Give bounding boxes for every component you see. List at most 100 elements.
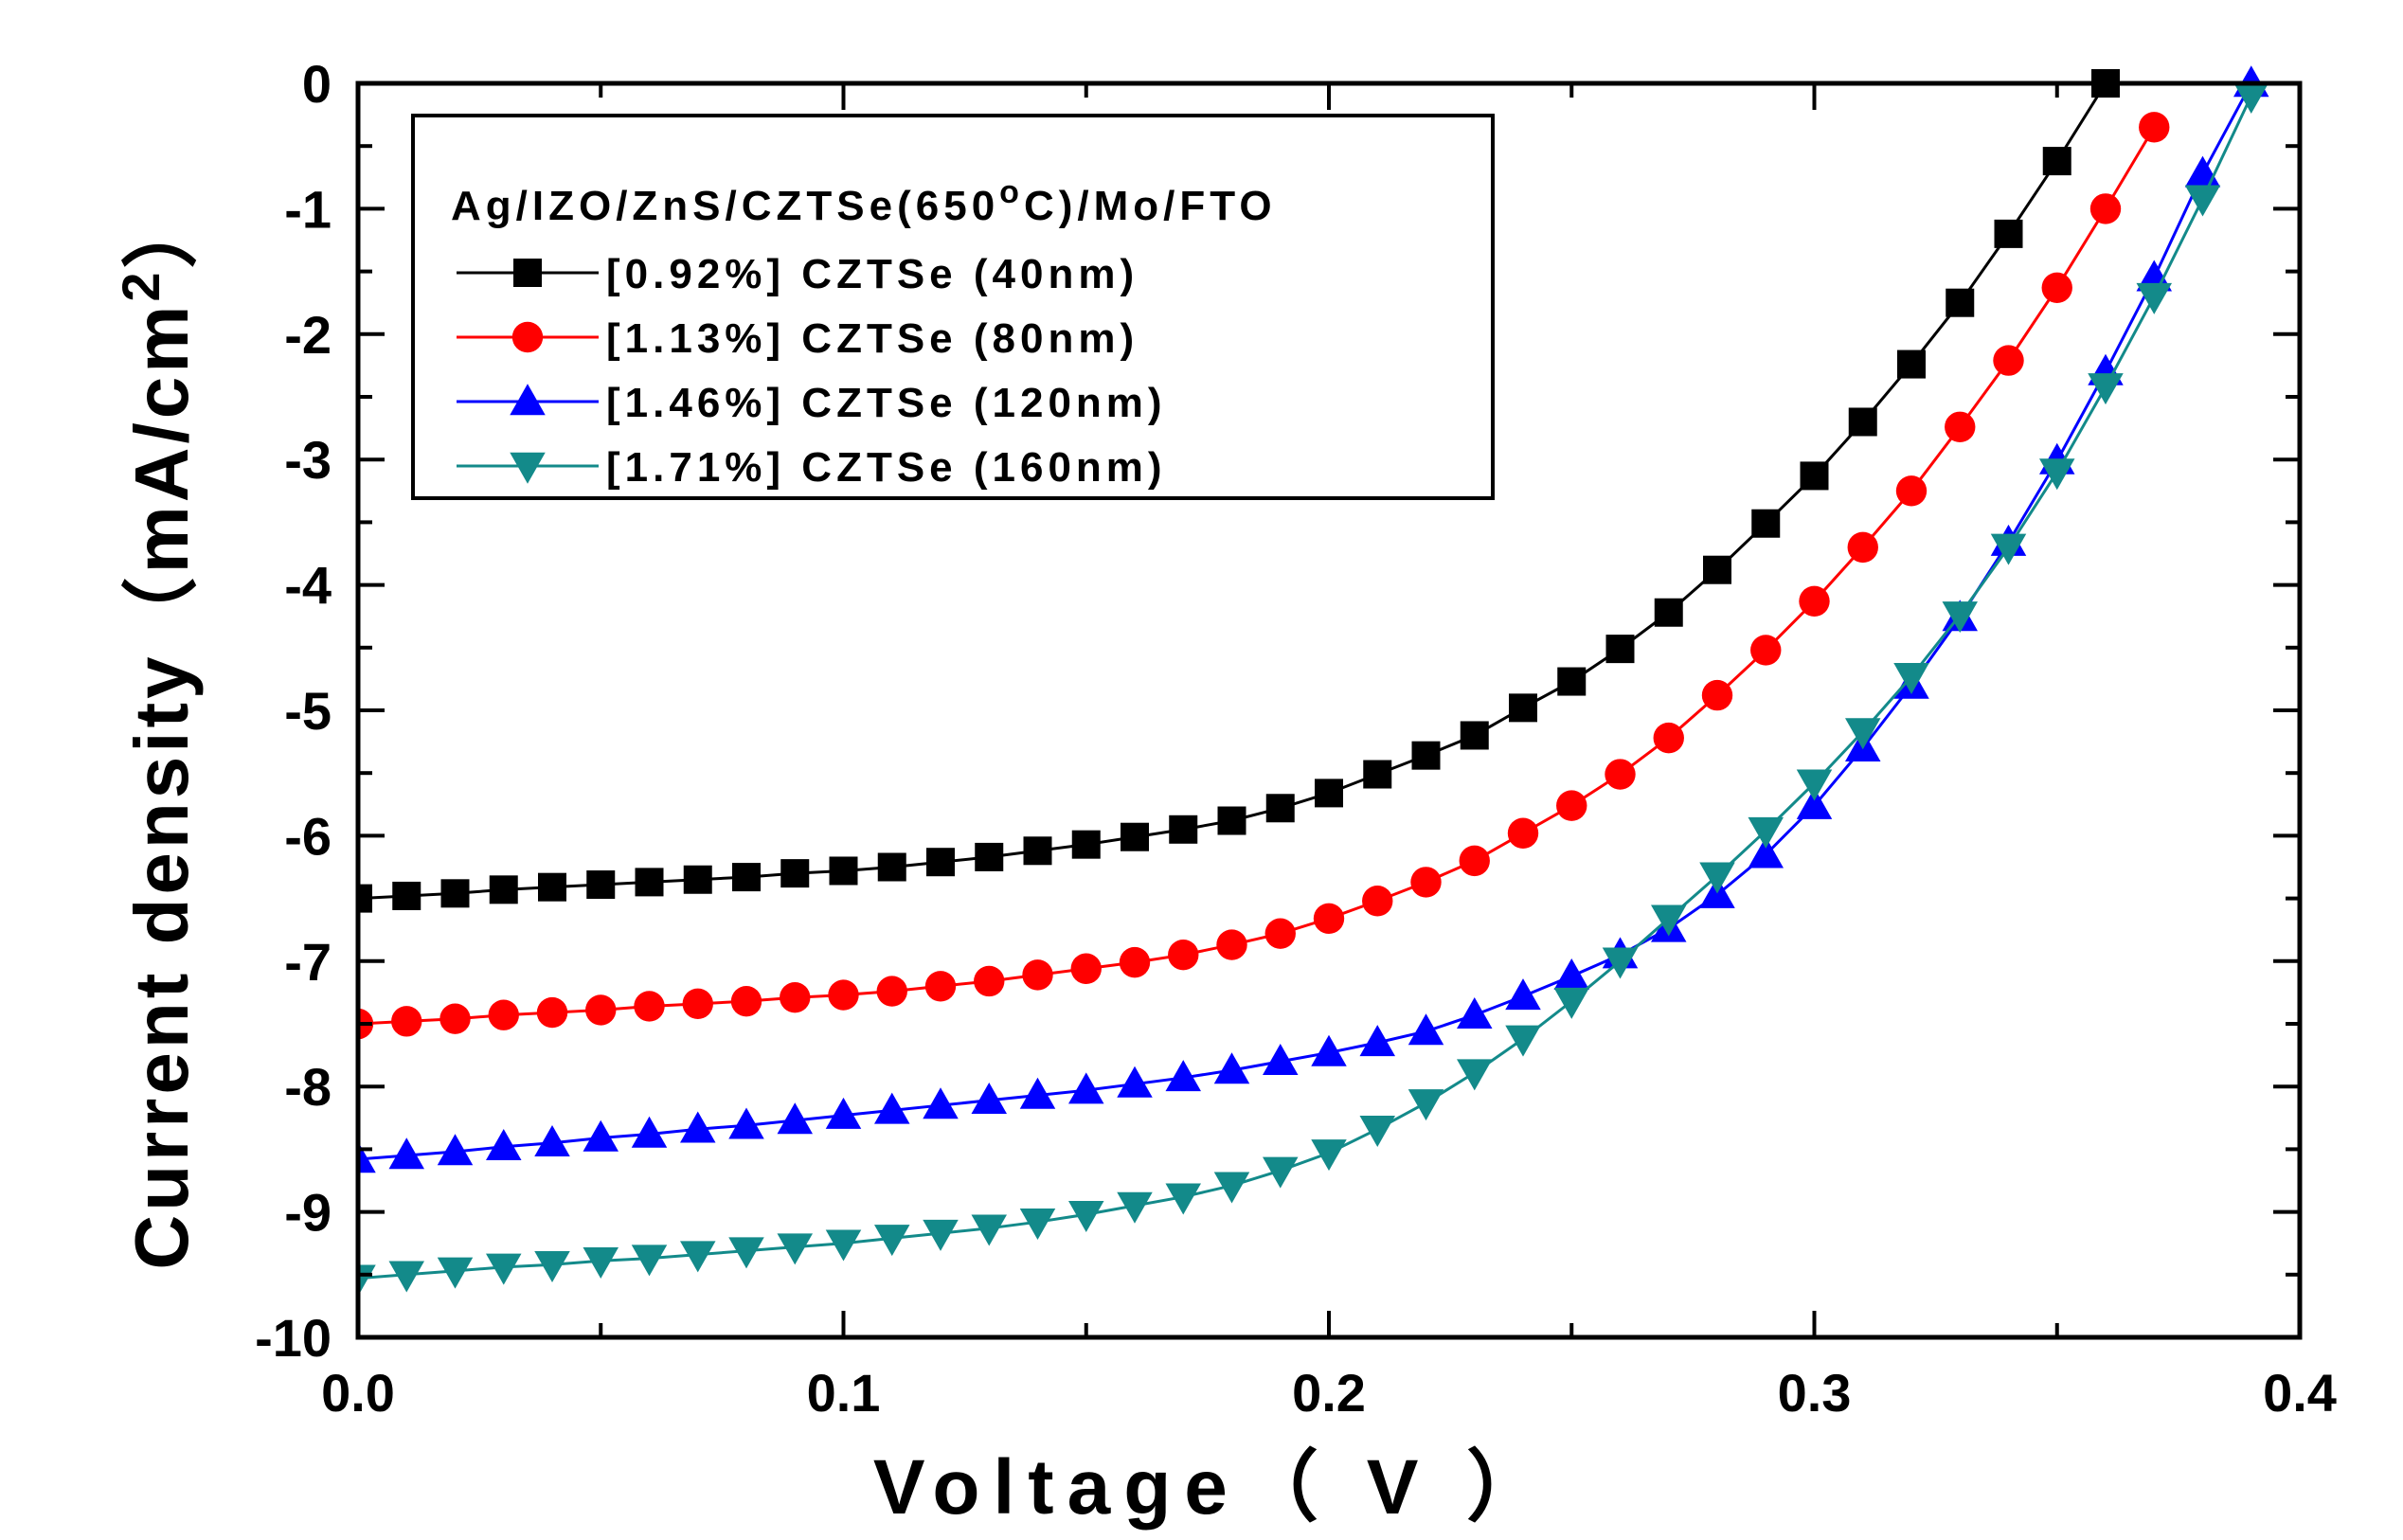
data-point-s2-3 <box>488 999 519 1030</box>
data-point-s3-1 <box>388 1137 424 1170</box>
data-point-s2-7 <box>682 988 713 1020</box>
data-point-s2-36 <box>2089 193 2122 224</box>
y-tick-label: -6 <box>284 806 332 866</box>
data-point-s4-2 <box>437 1257 474 1289</box>
data-point-s1-18 <box>1217 806 1246 835</box>
x-tick-label: 0.3 <box>1778 1363 1852 1423</box>
data-point-s2-17 <box>1168 939 1199 971</box>
data-point-s3-12 <box>923 1087 959 1119</box>
series-1 <box>358 69 2120 913</box>
data-point-s2-26 <box>1605 759 1636 790</box>
data-point-s3-8 <box>728 1107 764 1139</box>
series-line-3 <box>358 82 2253 1161</box>
data-point-s4-16 <box>1117 1191 1153 1224</box>
data-point-s2-33 <box>1945 411 1976 442</box>
data-point-s2-15 <box>1070 953 1102 984</box>
data-point-s2-32 <box>1895 475 1928 507</box>
data-point-s2-1 <box>391 1006 422 1037</box>
data-point-s4-36 <box>2088 373 2124 405</box>
data-point-s1-25 <box>1557 667 1587 696</box>
data-point-s1-5 <box>586 870 616 900</box>
data-point-s4-24 <box>1505 1025 1541 1057</box>
data-point-s4-30 <box>1796 769 1833 801</box>
data-point-s2-28 <box>1701 679 1733 711</box>
data-point-s3-3 <box>486 1129 522 1161</box>
data-point-s4-5 <box>583 1246 619 1279</box>
data-point-s3-13 <box>971 1083 1007 1115</box>
data-point-s3-18 <box>1213 1052 1250 1084</box>
data-point-s3-21 <box>1359 1025 1395 1057</box>
legend-title-end: C)/Mo/FTO <box>1024 183 1277 229</box>
data-point-s4-23 <box>1457 1059 1493 1091</box>
data-point-s3-4 <box>534 1125 570 1157</box>
data-point-s4-15 <box>1068 1200 1104 1232</box>
data-point-s4-4 <box>534 1250 570 1282</box>
data-point-s4-20 <box>1311 1139 1347 1172</box>
data-point-s1-33 <box>1946 288 1975 317</box>
x-tick-label: 0.4 <box>2263 1363 2337 1423</box>
data-point-s1-4 <box>538 872 566 902</box>
data-point-s2-10 <box>828 979 859 1011</box>
data-point-s4-0 <box>358 1264 376 1297</box>
y-tick-label: -4 <box>284 556 332 616</box>
data-point-s2-23 <box>1459 845 1490 877</box>
data-point-s4-22 <box>1408 1089 1444 1121</box>
data-point-s1-32 <box>1897 349 1926 379</box>
data-point-s1-9 <box>780 859 810 888</box>
data-point-s3-25 <box>1553 958 1589 990</box>
legend-label: [1.13%] CZTSe (80nm) <box>606 315 1139 362</box>
legend-marker <box>511 321 544 353</box>
data-point-s2-11 <box>876 976 907 1007</box>
data-point-s4-19 <box>1263 1156 1299 1189</box>
data-point-s3-2 <box>437 1134 474 1166</box>
legend-box <box>411 114 1495 500</box>
data-point-s2-5 <box>585 994 617 1026</box>
data-point-s4-25 <box>1553 987 1589 1019</box>
data-point-s3-10 <box>825 1097 862 1129</box>
legend-title-main: Ag/IZO/ZnS/CZTSe(650 <box>451 183 999 229</box>
data-point-s1-17 <box>1169 815 1198 844</box>
data-point-s3-6 <box>631 1116 668 1148</box>
data-point-s2-8 <box>730 985 762 1017</box>
y-axis-title: Current density（mA/cm2） <box>111 188 204 1269</box>
data-point-s1-23 <box>1460 721 1489 750</box>
legend-marker <box>510 384 546 416</box>
data-point-s1-13 <box>975 842 1004 871</box>
data-point-s4-28 <box>1699 862 1735 894</box>
data-point-s3-14 <box>1019 1077 1056 1109</box>
data-point-s1-28 <box>1703 555 1731 584</box>
y-tick-label: -5 <box>284 681 332 741</box>
data-point-s3-9 <box>777 1102 813 1135</box>
y-axis-title-main: Current density（mA/cm <box>119 302 204 1270</box>
y-tick-label: -2 <box>284 305 332 365</box>
data-point-s2-21 <box>1362 886 1393 917</box>
y-tick-label: -10 <box>255 1308 332 1368</box>
data-point-s4-10 <box>825 1229 862 1262</box>
data-point-s1-14 <box>1023 836 1052 866</box>
data-point-s2-35 <box>2041 272 2072 304</box>
data-point-s3-16 <box>1117 1065 1153 1098</box>
legend-label: [1.71%] CZTSe (160nm) <box>606 444 1167 491</box>
data-point-s3-11 <box>874 1092 910 1124</box>
data-point-s2-24 <box>1507 817 1539 849</box>
data-point-s1-3 <box>489 875 518 904</box>
data-point-s4-39 <box>2233 81 2269 114</box>
data-point-s3-23 <box>1457 996 1493 1029</box>
data-point-s1-26 <box>1605 635 1635 664</box>
data-point-s3-22 <box>1408 1013 1444 1046</box>
x-tick-label: 0.1 <box>807 1363 881 1423</box>
data-point-s1-10 <box>829 856 858 886</box>
series-2 <box>358 112 2170 1040</box>
data-point-s4-3 <box>486 1253 522 1285</box>
legend-item-1: [0.92%] CZTSe (40nm) <box>457 251 1134 297</box>
data-point-s4-31 <box>1845 718 1881 750</box>
data-point-s4-11 <box>874 1225 910 1257</box>
data-point-s2-29 <box>1750 635 1782 666</box>
legend-marker <box>510 452 546 484</box>
data-point-s1-15 <box>1071 830 1101 859</box>
data-point-s1-24 <box>1509 693 1537 723</box>
data-point-s1-22 <box>1411 741 1441 770</box>
data-point-s2-31 <box>1847 531 1878 564</box>
legend-marker <box>513 259 542 287</box>
data-point-s1-16 <box>1121 822 1149 851</box>
